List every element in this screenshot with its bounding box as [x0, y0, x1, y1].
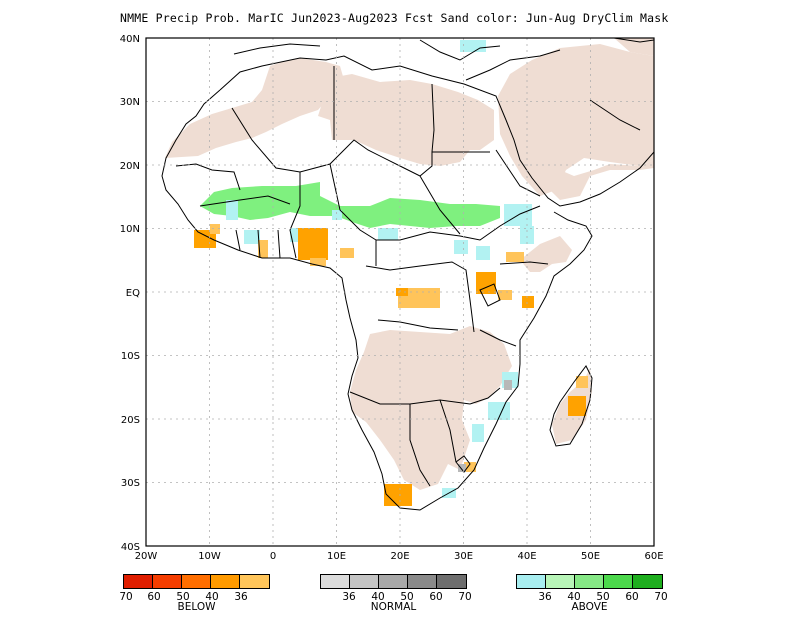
above-swatch-70: [633, 575, 662, 588]
lat-label: EQ: [126, 288, 140, 299]
lat-label: 20S: [121, 415, 140, 426]
lon-label: 20E: [390, 551, 409, 562]
longitude-labels: 20W 10W 0 10E 20E 30E 40E 50E 60E: [135, 551, 664, 562]
normal-label: NORMAL: [370, 601, 417, 613]
lat-label: 40N: [120, 34, 140, 45]
normal-swatch-2: [350, 575, 379, 588]
below-swatch-36: [240, 575, 269, 588]
lon-label: 40E: [517, 551, 536, 562]
below-normal-patches: [194, 224, 588, 506]
normal-colorbar: [320, 574, 467, 589]
below-colorbar: [123, 574, 270, 589]
above-swatch-60: [604, 575, 633, 588]
below-tick: 40: [205, 591, 219, 603]
above-tick: 60: [625, 591, 639, 603]
below-tick: 50: [176, 591, 190, 603]
normal-tick: 40: [371, 591, 385, 603]
below-swatch-60: [153, 575, 182, 588]
lat-label: 10N: [120, 224, 140, 235]
above-tick: 40: [567, 591, 581, 603]
normal-legend: 36 40 50 60 70 NORMAL: [320, 574, 472, 613]
normal-tick: 50: [400, 591, 414, 603]
above-normal-band: [200, 182, 500, 228]
near-normal-patches: [458, 380, 512, 472]
lon-label: 0: [270, 551, 276, 562]
below-tick: 70: [119, 591, 133, 603]
below-swatch-40: [211, 575, 240, 588]
above-tick: 50: [596, 591, 610, 603]
map-title: NMME Precip Prob. MarIC Jun2023-Aug2023 …: [120, 11, 669, 25]
coastlines: [161, 38, 654, 511]
normal-swatch-3: [379, 575, 408, 588]
lat-label: 40S: [121, 542, 140, 553]
lat-label: 10S: [121, 351, 140, 362]
above-tick: 36: [538, 591, 552, 603]
dry-mask-shading: [165, 38, 654, 490]
below-label: BELOW: [177, 601, 216, 613]
lon-label: 10W: [198, 551, 221, 562]
normal-tick: 70: [458, 591, 472, 603]
above-swatch-36: [517, 575, 546, 588]
normal-swatch-4: [408, 575, 437, 588]
below-tick: 36: [234, 591, 248, 603]
normal-swatch-5: [437, 575, 466, 588]
map-frame: [145, 37, 655, 547]
normal-tick: 60: [429, 591, 443, 603]
above-tick: 70: [654, 591, 668, 603]
below-swatch-70: [124, 575, 153, 588]
below-tick: 60: [147, 591, 161, 603]
above-legend: 36 40 50 60 70 ABOVE: [516, 574, 668, 613]
lat-label: 30N: [120, 97, 140, 108]
lon-label: 60E: [644, 551, 663, 562]
above-swatch-50: [575, 575, 604, 588]
above-colorbar: [516, 574, 663, 589]
graticule: [146, 38, 654, 546]
lon-label: 20W: [135, 551, 158, 562]
lat-label: 20N: [120, 161, 140, 172]
lat-label: 30S: [121, 478, 140, 489]
lon-label: 10E: [327, 551, 346, 562]
below-swatch-50: [182, 575, 211, 588]
lon-label: 50E: [581, 551, 600, 562]
lon-label: 30E: [454, 551, 473, 562]
normal-swatch-1: [321, 575, 350, 588]
above-swatch-40: [546, 575, 575, 588]
latitude-labels: 40N 30N 20N 10N EQ 10S 20S 30S 40S: [120, 34, 140, 553]
above-label: ABOVE: [571, 601, 608, 613]
below-legend: 70 60 50 40 36 BELOW: [119, 574, 270, 613]
normal-tick: 36: [342, 591, 356, 603]
